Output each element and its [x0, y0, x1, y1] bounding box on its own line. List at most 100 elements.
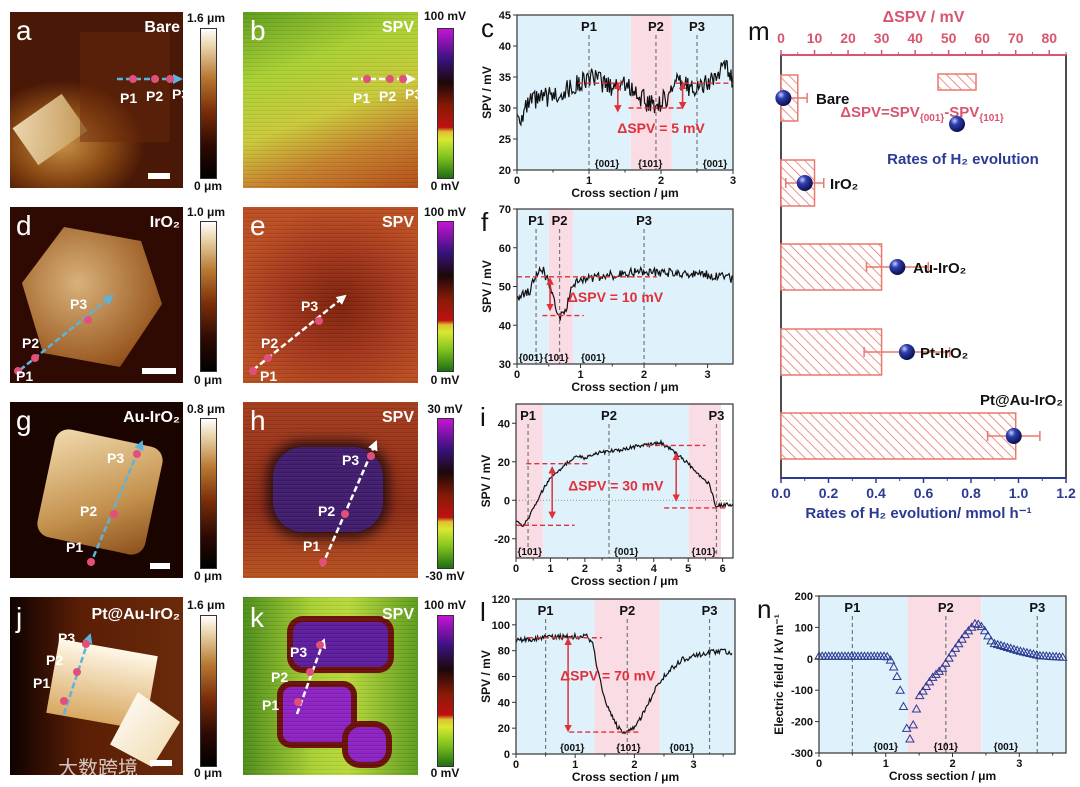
y-tick-label: 40 [499, 41, 511, 53]
facet-label: {001} [560, 743, 585, 754]
colorbar-min: 0 μm [194, 373, 222, 387]
scan-point-label: P1 [33, 675, 50, 691]
scan-point-dot [73, 668, 81, 676]
scan-point-label: P1 [262, 697, 279, 713]
h2-rate-marker [796, 175, 813, 191]
afm-image-pt-au-iro2 [10, 597, 183, 775]
category-label: Au-IrO₂ [913, 260, 966, 277]
scale-bar [148, 173, 170, 179]
y-tick-label: -100 [791, 685, 813, 697]
electric-field-point [983, 630, 993, 640]
colorbar-min: 0 μm [194, 766, 222, 780]
x-tick-label: 3 [616, 563, 622, 575]
facet-label: {101} [934, 742, 959, 753]
x-tick-label: 4 [651, 563, 658, 575]
scan-point-dot [151, 75, 159, 83]
electric-field-point [953, 638, 964, 648]
y-tick-label: 40 [499, 320, 511, 332]
facet-label: {001} [581, 353, 606, 364]
scan-point-label: P1 [260, 368, 277, 384]
panel-letter: g [16, 405, 32, 436]
panel-title: IrO₂ [150, 214, 180, 231]
panel-letter: e [250, 210, 266, 241]
scan-point-dot [316, 641, 324, 649]
panel-letter: i [480, 402, 486, 432]
afm-image-au-iro2 [10, 402, 183, 578]
facet-label: {101} [544, 353, 569, 364]
panel-letter: l [480, 597, 486, 627]
colorbar-height [200, 418, 217, 569]
panel-title: SPV [382, 214, 414, 231]
scan-point-label: P1 [353, 90, 370, 106]
x-tick-label: 2 [582, 563, 588, 575]
colorbar-spv [437, 28, 454, 179]
colorbar-min: 0 μm [194, 569, 222, 583]
electric-field-point [908, 719, 919, 729]
x-tick-label: 1 [883, 758, 889, 770]
facet-region-blue [516, 599, 595, 754]
chart-panel-i: P1 P2 P3 {101} {001} {101} ΔSPV = 30 mV 0 1 2 3 4 5 6… [479, 402, 734, 588]
electric-field-point [911, 704, 922, 713]
position-marker-label: P3 [709, 408, 725, 423]
scan-line-markers: P1 P2 P3 P1 P2 P3P1P2P3P1P2P3P1P2P3P1P2P3P1P2… [14, 74, 422, 715]
electric-field-point [885, 655, 896, 664]
panel-letter: f [481, 207, 489, 237]
facet-label: {001} [703, 159, 728, 170]
x-tick-label: 3 [1016, 758, 1022, 770]
category-label: Pt-IrO₂ [920, 345, 968, 362]
top-tick-label: 80 [1041, 30, 1057, 46]
panel-letter: d [16, 210, 32, 241]
colorbar-height [200, 615, 217, 767]
scan-point-label: P3 [405, 86, 422, 102]
position-marker-label: P2 [648, 19, 664, 34]
h2-rate-marker [898, 344, 915, 360]
x-tick-label: 3 [691, 759, 697, 771]
top-tick-label: 20 [840, 30, 856, 46]
chart-panel-n: P1 P2 P3 {001} {101} {001} 0 1 2 3 -300 -200 -100 0 10… [757, 591, 1068, 783]
y-axis-title: SPV / mV [479, 650, 493, 703]
legend-subscript: {101} [979, 113, 1004, 124]
electric-field-point [940, 658, 951, 667]
y-tick-label: 30 [499, 103, 511, 115]
delta-spv-label: ΔSPV = 30 mV [568, 478, 664, 494]
x-tick-label: 3 [705, 369, 711, 381]
y-tick-label: 30 [499, 359, 511, 371]
scan-point-dot [386, 75, 394, 83]
electric-field-point [944, 653, 954, 662]
y-axis-title: SPV / mV [480, 66, 494, 119]
y-tick-label: -20 [494, 534, 510, 546]
electric-field-point [924, 676, 935, 686]
y-tick-label: 60 [498, 672, 510, 684]
legend-text: ΔSPV=SPV [840, 104, 920, 121]
y-tick-label: 45 [499, 10, 511, 22]
x-tick-label: 0 [514, 369, 520, 381]
x-axis-title: Cross section / μm [572, 770, 679, 784]
x-tick-label: 0 [513, 759, 519, 771]
x-tick-label: 2 [631, 759, 637, 771]
panel-letter: a [16, 15, 32, 46]
watermark: 大数跨境 [58, 757, 138, 780]
scan-point-label: P2 [261, 335, 278, 351]
electric-field-point [950, 643, 961, 652]
position-marker-label: P3 [689, 19, 705, 34]
legend-marker-label: Rates of H₂ evolution [887, 151, 1039, 168]
y-tick-label: 0 [807, 654, 813, 666]
x-axis-title: Cross section / μm [571, 574, 678, 588]
panel-title: Bare [144, 19, 180, 36]
colorbar-min: 0 μm [194, 179, 222, 193]
x-tick-label: 1 [572, 759, 578, 771]
scale-bar [142, 368, 176, 374]
scan-point-label: P3 [107, 450, 124, 466]
chart-panel-l: P1 P2 P3 {001} {101} {001} ΔSPV = 70 mV 0 1 2 3 0 20… [479, 594, 736, 784]
scan-point-label: P3 [172, 86, 189, 102]
bottom-axis-title: Rates of H₂ evolution/ mmol h⁻¹ [805, 505, 1031, 522]
scan-point-dot [306, 668, 314, 676]
x-tick-label: 2 [658, 175, 664, 187]
colorbar-spv [437, 221, 454, 372]
y-tick-label: 80 [498, 646, 510, 658]
x-axis-title: Cross section / μm [571, 186, 678, 200]
y-tick-label: 60 [499, 243, 511, 255]
scan-point-label: P3 [58, 630, 75, 646]
facet-region-blue [981, 596, 1066, 753]
